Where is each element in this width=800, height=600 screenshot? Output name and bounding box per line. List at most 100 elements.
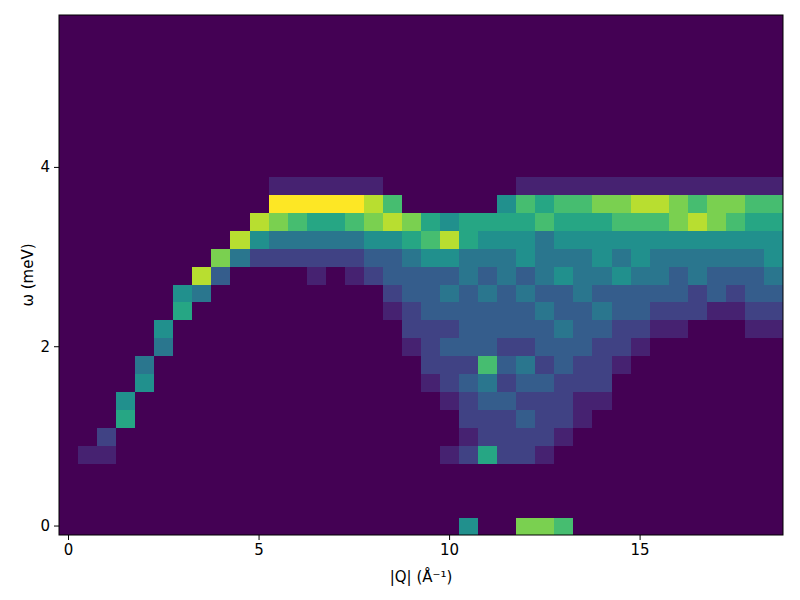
heatmap-cell	[59, 392, 79, 411]
heatmap-cell	[650, 33, 670, 52]
heatmap-cell	[97, 230, 117, 249]
heatmap-cell	[707, 266, 727, 285]
heatmap-cell	[135, 15, 155, 34]
heatmap-cell	[650, 141, 670, 160]
heatmap-cell	[154, 463, 174, 482]
heatmap-cell	[497, 123, 517, 142]
heatmap-cell	[612, 463, 632, 482]
heatmap-cell	[383, 33, 403, 52]
heatmap-cell	[726, 374, 746, 393]
heatmap-cell	[612, 481, 632, 500]
heatmap-cell	[440, 51, 460, 70]
heatmap-cell	[726, 33, 746, 52]
heatmap-cell	[173, 499, 193, 518]
heatmap-cell	[116, 248, 136, 267]
heatmap-cell	[97, 320, 117, 339]
heatmap-cell	[59, 427, 79, 446]
heatmap-cell	[154, 320, 174, 339]
heatmap-cell	[59, 302, 79, 321]
heatmap-cell	[173, 123, 193, 142]
heatmap-cell	[230, 356, 250, 375]
heatmap-cell	[192, 392, 212, 411]
heatmap-cell	[269, 481, 289, 500]
heatmap-cell	[478, 212, 498, 231]
heatmap-cell	[402, 302, 422, 321]
heatmap-cell	[650, 302, 670, 321]
heatmap-cell	[250, 499, 270, 518]
heatmap-cell	[554, 105, 574, 124]
heatmap-cell	[516, 356, 536, 375]
heatmap-cell	[269, 284, 289, 303]
heatmap-cell	[154, 141, 174, 160]
heatmap-cell	[402, 499, 422, 518]
heatmap-cell	[154, 123, 174, 142]
heatmap-cell	[192, 445, 212, 464]
heatmap-cell	[307, 338, 327, 357]
heatmap-cell	[135, 409, 155, 428]
heatmap-cell	[631, 87, 651, 106]
heatmap-cell	[402, 481, 422, 500]
heatmap-cell	[459, 15, 479, 34]
heatmap-cell	[383, 463, 403, 482]
heatmap-cell	[78, 141, 98, 160]
heatmap-cell	[745, 392, 765, 411]
heatmap-cell	[135, 194, 155, 213]
heatmap-cell	[631, 105, 651, 124]
heatmap-cell	[402, 284, 422, 303]
heatmap-cell	[764, 212, 783, 231]
y-tick-label: 0	[40, 517, 50, 535]
heatmap-cell	[288, 141, 308, 160]
heatmap-cell	[402, 266, 422, 285]
heatmap-cell	[211, 356, 231, 375]
heatmap-cell	[192, 176, 212, 195]
heatmap-cell	[192, 105, 212, 124]
heatmap-cell	[516, 248, 536, 267]
heatmap-cell	[250, 481, 270, 500]
heatmap-cell	[631, 194, 651, 213]
heatmap-cell	[345, 320, 365, 339]
heatmap-cell	[726, 15, 746, 34]
heatmap-cell	[78, 248, 98, 267]
heatmap-cell	[97, 499, 117, 518]
heatmap-cell	[383, 481, 403, 500]
heatmap-cell	[650, 409, 670, 428]
heatmap-cell	[211, 338, 231, 357]
heatmap-cell	[459, 445, 479, 464]
heatmap-cell	[573, 499, 593, 518]
heatmap-cell	[497, 302, 517, 321]
heatmap-cell	[345, 427, 365, 446]
heatmap-cell	[669, 15, 689, 34]
heatmap-cell	[554, 194, 574, 213]
heatmap-cell	[688, 302, 708, 321]
heatmap-cell	[173, 33, 193, 52]
heatmap-cell	[250, 33, 270, 52]
heatmap-cell	[592, 284, 612, 303]
heatmap-cell	[573, 445, 593, 464]
heatmap-cell	[364, 356, 384, 375]
heatmap-cell	[326, 284, 346, 303]
heatmap-cell	[230, 284, 250, 303]
heatmap-cell	[78, 33, 98, 52]
heatmap-cell	[59, 33, 79, 52]
heatmap-cell	[421, 123, 441, 142]
heatmap-cell	[173, 87, 193, 106]
heatmap-cell	[59, 141, 79, 160]
heatmap-cell	[592, 517, 612, 535]
heatmap-cell	[383, 409, 403, 428]
heatmap-cell	[421, 158, 441, 177]
heatmap-cell	[78, 105, 98, 124]
heatmap-cell	[554, 266, 574, 285]
heatmap-cell	[135, 69, 155, 88]
heatmap-cell	[516, 517, 536, 535]
heatmap-cell	[421, 499, 441, 518]
heatmap-cell	[535, 463, 555, 482]
heatmap-cell	[173, 105, 193, 124]
heatmap-cell	[688, 33, 708, 52]
x-axis-label: |Q| (Å⁻¹)	[390, 567, 453, 586]
heatmap-cell	[116, 517, 136, 535]
heatmap-cell	[535, 427, 555, 446]
heatmap-cell	[440, 33, 460, 52]
heatmap-cell	[497, 230, 517, 249]
heatmap-cell	[478, 123, 498, 142]
heatmap-cell	[554, 33, 574, 52]
